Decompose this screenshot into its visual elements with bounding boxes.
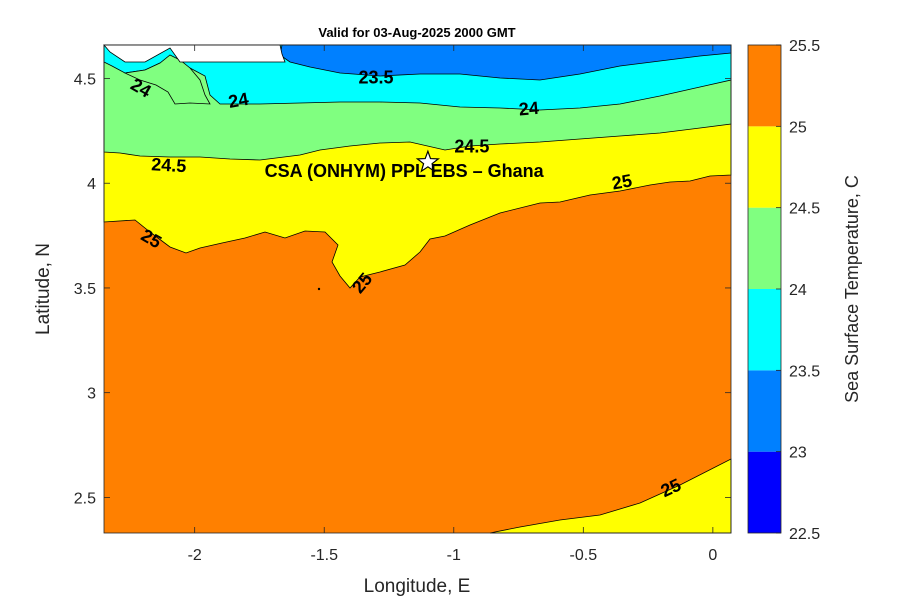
band-23-23.5 (279, 44, 732, 81)
plot-area (103, 44, 732, 534)
chart-title: Valid for 03-Aug-2025 2000 GMT (318, 25, 515, 40)
y-tick-label: 3.5 (74, 281, 96, 298)
y-axis-label: Latitude, N (33, 243, 54, 335)
colorbar-segment (748, 289, 781, 371)
y-tick-label: 3 (87, 386, 96, 403)
y-tick-label: 4 (87, 176, 96, 193)
y-tick-label: 4.5 (74, 72, 96, 89)
x-axis: -2 -1.5 -1 -0.5 0 (188, 45, 717, 564)
marker-layer: CSA (ONHYM) PPL EBS – Ghana (265, 149, 545, 181)
colorbar-tick-label: 23.5 (789, 363, 820, 380)
site-annotation: CSA (ONHYM) PPL EBS – Ghana (265, 161, 545, 181)
contour-label: 25 (610, 170, 633, 193)
colorbar-tick-label: 23 (789, 445, 807, 462)
x-tick-label: -1 (447, 547, 461, 564)
x-tick-label: 0 (708, 547, 717, 564)
site-star-icon (415, 149, 440, 173)
no-data-gap (103, 44, 286, 63)
colorbar-segment (748, 451, 781, 533)
contour-label: 24 (227, 89, 250, 112)
contour-label: 24.5 (454, 136, 489, 156)
colorbar-tick-label: 24 (789, 282, 807, 299)
x-tick-label: -0.5 (570, 547, 598, 564)
colorbar: 22.5 23 23.5 24 24.5 25 25.5 (747, 38, 820, 543)
colorbar-segment (748, 45, 781, 127)
y-tick-label: 2.5 (74, 490, 96, 507)
band-24-24.5-island (123, 54, 211, 105)
colorbar-tick-label: 25.5 (789, 38, 820, 55)
colorbar-segment (748, 126, 781, 208)
axes-box (103, 44, 732, 534)
colorbar-tick-label: 24.5 (789, 201, 820, 218)
y-axis: 2.5 3 3.5 4 4.5 (74, 72, 731, 507)
contour-label: 23.5 (359, 67, 394, 87)
contour-label: 24 (518, 98, 540, 120)
x-tick-label: -2 (188, 547, 202, 564)
colorbar-label: Sea Surface Temperature, C (842, 175, 862, 403)
colorbar-segment (748, 207, 781, 289)
speck (317, 287, 321, 291)
colorbar-segment (748, 370, 781, 452)
x-axis-label: Longitude, E (364, 576, 471, 597)
colorbar-tick-label: 25 (789, 119, 807, 136)
x-tick-label: -1.5 (310, 547, 338, 564)
colorbar-tick-label: 22.5 (789, 526, 820, 543)
contour-label: 24.5 (151, 154, 187, 176)
